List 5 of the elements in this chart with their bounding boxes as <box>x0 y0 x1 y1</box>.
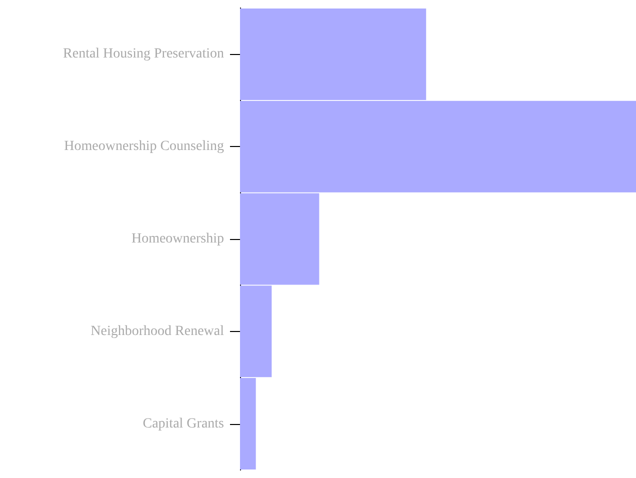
y-tick-label: Rental Housing Preservation <box>63 46 224 62</box>
y-tick-label: Homeownership Counseling <box>64 139 224 154</box>
y-tick-label: Homeownership <box>131 232 224 246</box>
y-tick-label: Capital Grants <box>142 416 224 432</box>
y-tick-label: Neighborhood Renewal <box>90 324 224 339</box>
